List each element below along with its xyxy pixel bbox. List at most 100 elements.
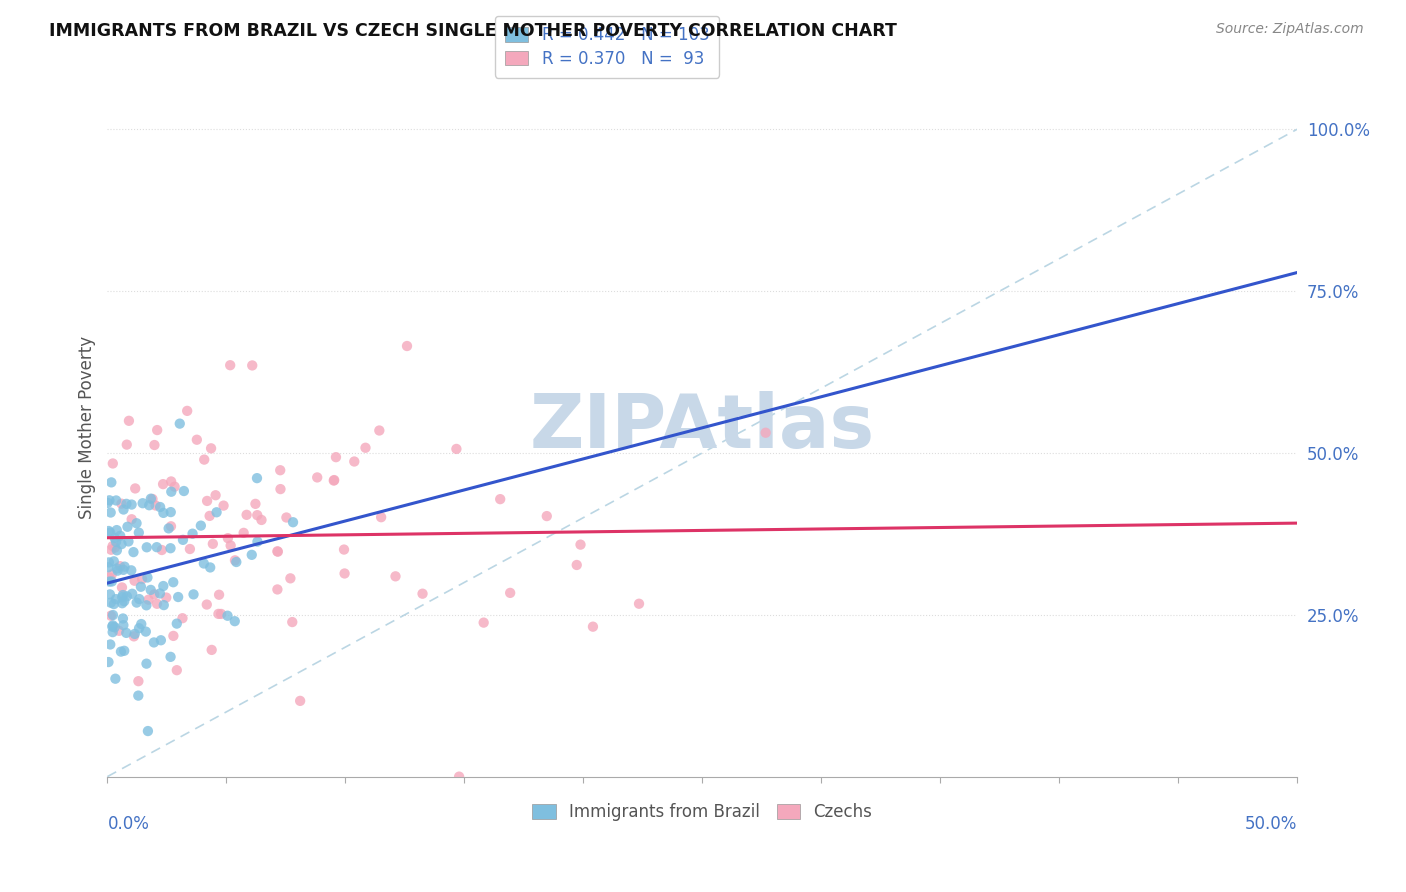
Point <box>193 452 215 467</box>
Point <box>110 497 132 511</box>
Point <box>120 563 142 577</box>
Point <box>136 570 159 584</box>
Text: ZIPAtlas: ZIPAtlas <box>530 391 875 464</box>
Point <box>281 615 304 629</box>
Point <box>98 570 121 584</box>
Point <box>110 537 132 551</box>
Point <box>200 442 222 456</box>
Point <box>217 608 239 623</box>
Point <box>240 548 263 562</box>
Point <box>146 597 169 611</box>
Point <box>370 510 392 524</box>
Point <box>204 488 226 502</box>
Point <box>98 587 121 601</box>
Point <box>111 588 134 602</box>
Point <box>569 538 592 552</box>
Text: 50.0%: 50.0% <box>1244 815 1298 833</box>
Point <box>139 491 162 506</box>
Point <box>135 657 157 671</box>
Point <box>124 627 146 641</box>
Point <box>131 572 153 586</box>
Point <box>142 635 165 649</box>
Point <box>246 534 269 549</box>
Point <box>115 590 138 604</box>
Point <box>267 544 290 558</box>
Point <box>627 597 650 611</box>
Point <box>122 629 145 643</box>
Point <box>167 590 190 604</box>
Point <box>246 471 269 485</box>
Point <box>582 620 605 634</box>
Point <box>149 500 172 514</box>
Point <box>288 694 311 708</box>
Point <box>266 544 288 558</box>
Point <box>205 505 228 519</box>
Point <box>307 470 329 484</box>
Point <box>160 519 183 533</box>
Point <box>108 559 131 574</box>
Point <box>209 607 232 621</box>
Point <box>343 454 366 468</box>
Point <box>240 359 263 373</box>
Point <box>128 621 150 635</box>
Point <box>121 587 143 601</box>
Point <box>112 502 135 516</box>
Point <box>384 569 406 583</box>
Point <box>269 463 291 477</box>
Point <box>128 525 150 540</box>
Point <box>149 586 172 600</box>
Point <box>98 525 121 540</box>
Point <box>489 492 512 507</box>
Point <box>104 531 127 545</box>
Point <box>217 531 239 545</box>
Point <box>97 524 120 538</box>
Point <box>124 482 146 496</box>
Point <box>157 521 180 535</box>
Point <box>101 620 124 634</box>
Point <box>100 475 122 490</box>
Point <box>114 559 136 574</box>
Point <box>115 625 138 640</box>
Point <box>152 477 174 491</box>
Point <box>124 574 146 588</box>
Point <box>536 509 558 524</box>
Point <box>172 611 194 625</box>
Point <box>111 581 134 595</box>
Point <box>107 564 129 578</box>
Point <box>208 588 231 602</box>
Legend: Immigrants from Brazil, Czechs: Immigrants from Brazil, Czechs <box>526 797 879 828</box>
Text: 0.0%: 0.0% <box>107 815 149 833</box>
Point <box>103 554 125 568</box>
Point <box>232 525 254 540</box>
Point <box>125 516 148 531</box>
Point <box>219 358 242 372</box>
Point <box>105 534 128 549</box>
Point <box>104 620 127 634</box>
Point <box>101 539 124 553</box>
Point <box>245 497 267 511</box>
Point <box>333 542 356 557</box>
Point <box>323 473 346 487</box>
Point <box>201 537 224 551</box>
Point <box>136 724 159 739</box>
Point <box>128 592 150 607</box>
Point <box>333 566 356 581</box>
Point <box>449 770 471 784</box>
Point <box>280 571 302 585</box>
Point <box>135 599 157 613</box>
Point <box>104 541 127 555</box>
Point <box>105 523 128 537</box>
Point <box>152 598 174 612</box>
Point <box>149 633 172 648</box>
Point <box>100 596 122 610</box>
Point <box>117 534 139 549</box>
Point <box>179 541 201 556</box>
Point <box>138 498 160 512</box>
Point <box>100 608 122 623</box>
Point <box>104 672 127 686</box>
Point <box>101 457 124 471</box>
Point <box>212 499 235 513</box>
Point <box>112 618 135 632</box>
Point <box>98 574 121 589</box>
Point <box>101 567 124 582</box>
